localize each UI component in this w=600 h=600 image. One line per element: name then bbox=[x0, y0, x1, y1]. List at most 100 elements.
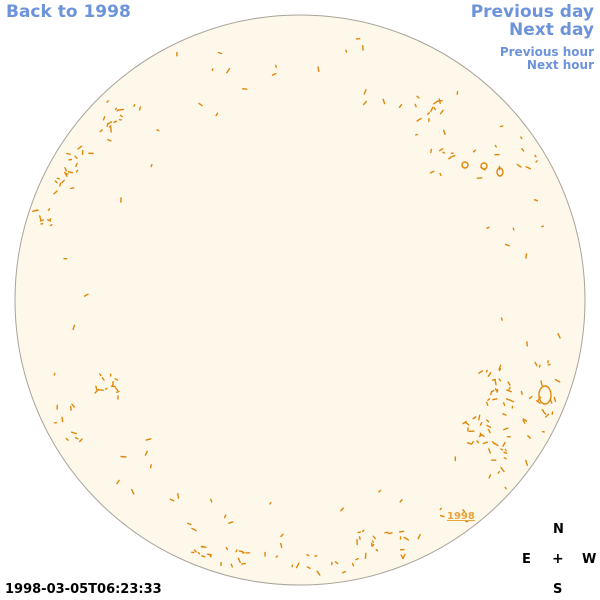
contour-speck bbox=[486, 424, 492, 429]
contour-speck bbox=[399, 530, 405, 533]
contour-speck bbox=[438, 98, 441, 104]
contour-speck bbox=[120, 455, 127, 458]
contour-speck bbox=[479, 422, 483, 426]
compass-south-label: S bbox=[553, 582, 563, 597]
contour-speck bbox=[520, 136, 523, 140]
contour-speck bbox=[64, 171, 68, 177]
contour-speck bbox=[430, 106, 434, 113]
compass-north-label: N bbox=[553, 522, 564, 537]
contour-speck bbox=[480, 434, 485, 437]
contour-speck bbox=[225, 546, 229, 551]
contour-speck bbox=[439, 514, 445, 518]
contour-speck bbox=[486, 401, 489, 406]
contour-speck bbox=[131, 488, 135, 495]
contour-speck bbox=[472, 149, 477, 153]
contour-speck bbox=[75, 162, 78, 167]
contour-speck bbox=[197, 551, 201, 555]
previous-hour-link[interactable]: Previous hour bbox=[499, 45, 594, 59]
contour-speck bbox=[99, 129, 103, 133]
contour-speck bbox=[342, 570, 346, 574]
contour-speck bbox=[67, 171, 74, 174]
contour-speck bbox=[206, 553, 213, 556]
contour-speck bbox=[500, 317, 503, 321]
contour-speck bbox=[504, 243, 510, 247]
back-to-year-link[interactable]: Back to 1998 bbox=[6, 2, 131, 22]
contour-speck bbox=[535, 160, 538, 163]
compass-west-label: W bbox=[582, 552, 597, 567]
contour-speck bbox=[522, 419, 526, 424]
contour-speck bbox=[269, 501, 272, 505]
contour-speck bbox=[536, 400, 541, 404]
contour-speck bbox=[439, 109, 444, 115]
contour-speck bbox=[69, 405, 72, 411]
contour-speck bbox=[399, 499, 403, 503]
contour-speck bbox=[522, 418, 528, 422]
next-day-link[interactable]: Next day bbox=[509, 20, 594, 40]
contour-speck bbox=[398, 104, 403, 108]
contour-speck bbox=[61, 179, 65, 184]
contour-speck bbox=[177, 493, 180, 499]
contour-speck bbox=[72, 324, 76, 331]
contour-speck bbox=[237, 557, 241, 564]
contour-speck bbox=[488, 448, 491, 454]
contour-speck bbox=[506, 389, 512, 393]
contour-speck bbox=[429, 170, 435, 174]
contour-speck bbox=[193, 549, 197, 553]
contour-speck bbox=[378, 489, 382, 493]
contour-speck bbox=[230, 563, 233, 568]
contour-speck bbox=[340, 507, 344, 512]
contour-speck bbox=[403, 536, 409, 541]
contour-speck bbox=[362, 100, 367, 106]
contour-speck bbox=[402, 553, 406, 560]
contour-speck bbox=[228, 521, 234, 524]
contour-loop bbox=[480, 162, 488, 170]
contour-speck bbox=[525, 459, 528, 466]
contour-speck bbox=[361, 529, 365, 533]
contour-speck bbox=[334, 561, 339, 565]
contour-speck bbox=[502, 441, 506, 447]
contour-speck bbox=[371, 540, 374, 543]
contour-speck bbox=[498, 364, 502, 371]
contour-speck bbox=[498, 378, 502, 382]
contour-speck bbox=[508, 386, 511, 390]
contour-speck bbox=[226, 67, 231, 74]
contour-speck bbox=[75, 169, 79, 173]
contour-speck bbox=[372, 535, 376, 540]
contour-speck bbox=[74, 155, 78, 159]
contour-speck bbox=[528, 395, 533, 400]
contour-speck bbox=[108, 125, 112, 128]
contour-speck bbox=[466, 442, 473, 445]
contour-speck bbox=[271, 72, 277, 76]
contour-speck bbox=[520, 390, 523, 395]
contour-speck bbox=[106, 100, 109, 103]
contour-speck bbox=[34, 209, 39, 212]
year-link[interactable]: 1998 bbox=[447, 511, 475, 522]
contour-speck bbox=[114, 107, 117, 111]
contour-speck bbox=[116, 109, 119, 112]
contour-speck bbox=[485, 369, 488, 373]
contour-loop bbox=[461, 161, 469, 169]
contour-speck bbox=[494, 388, 498, 392]
contour-speck bbox=[512, 227, 515, 231]
contour-speck bbox=[77, 145, 83, 150]
contour-speck bbox=[345, 49, 348, 53]
contour-speck bbox=[525, 253, 528, 259]
contour-speck bbox=[482, 441, 488, 445]
contour-speck bbox=[516, 163, 522, 168]
contour-speck bbox=[382, 98, 386, 105]
contour-speck bbox=[156, 129, 160, 132]
contour-speck bbox=[104, 387, 108, 390]
contour-speck bbox=[145, 438, 152, 441]
previous-day-link[interactable]: Previous day bbox=[470, 2, 594, 22]
contour-speck bbox=[439, 507, 442, 511]
contour-speck bbox=[191, 527, 197, 532]
contour-speck bbox=[133, 104, 136, 107]
contour-speck bbox=[106, 121, 113, 125]
next-hour-link[interactable]: Next hour bbox=[526, 58, 594, 72]
contour-speck bbox=[497, 470, 500, 474]
contour-speck bbox=[358, 536, 361, 540]
contour-speck bbox=[553, 396, 557, 403]
contour-speck bbox=[503, 457, 507, 460]
contour-speck bbox=[114, 378, 119, 381]
